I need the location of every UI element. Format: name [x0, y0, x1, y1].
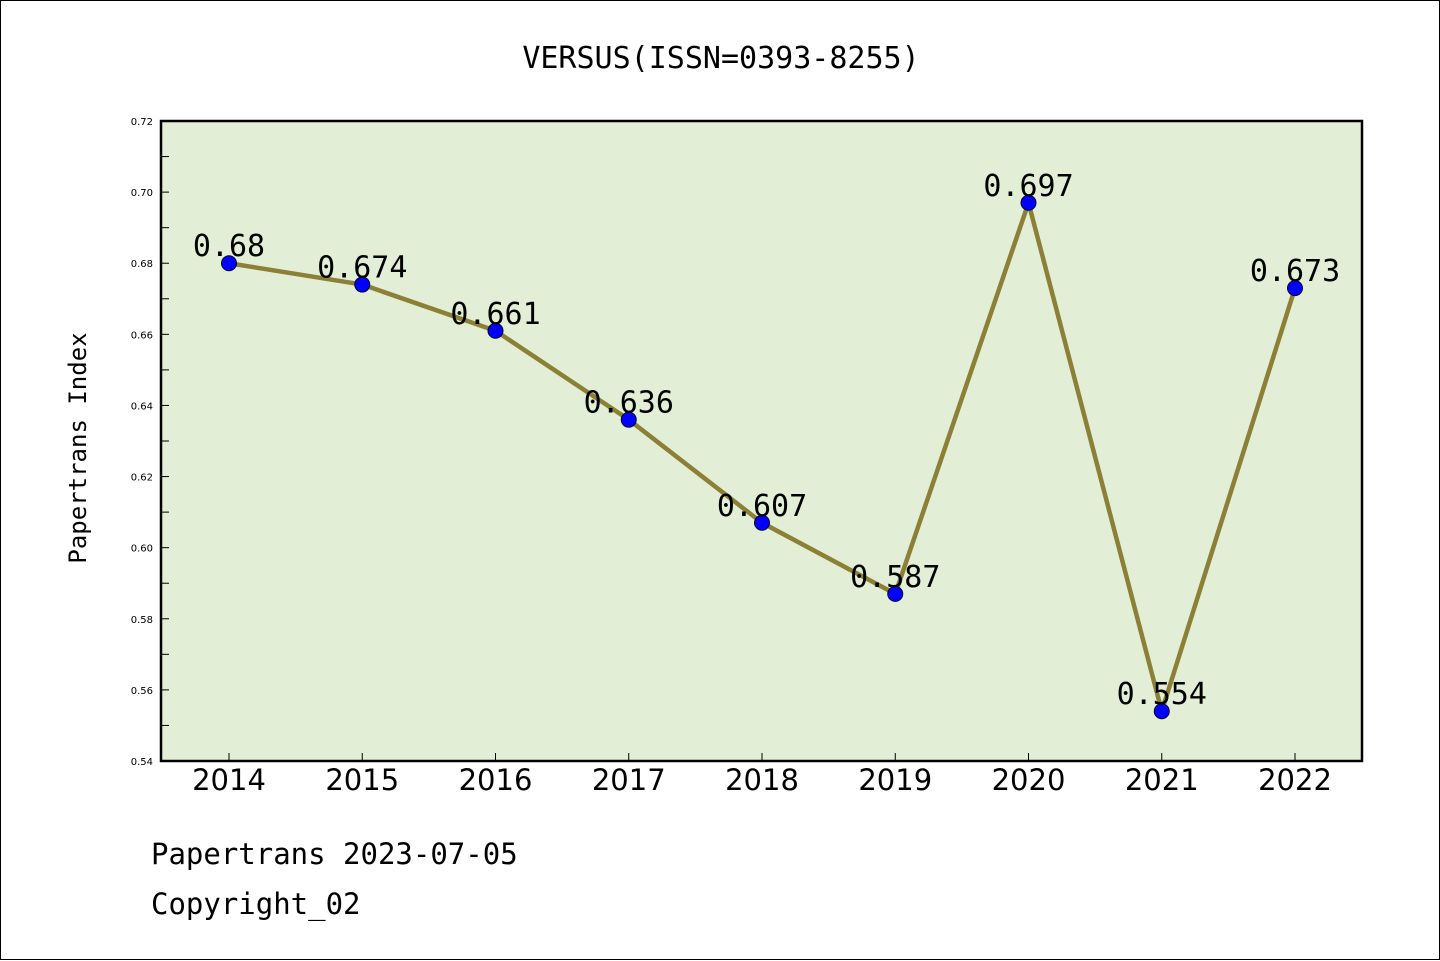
data-label: 0.587 — [850, 560, 940, 595]
x-tick-label: 2016 — [459, 763, 533, 797]
y-tick-label: 0.70 — [131, 188, 153, 199]
data-point — [887, 585, 904, 602]
y-tick-label: 0.66 — [131, 330, 153, 341]
y-tick-label: 0.54 — [131, 757, 153, 768]
plot-area — [159, 119, 1364, 763]
x-tick-label: 2018 — [725, 763, 799, 797]
data-points — [221, 194, 1303, 720]
data-label: 0.661 — [450, 297, 540, 332]
y-tick-label: 0.56 — [131, 686, 153, 697]
y-tick-label: 0.62 — [131, 473, 153, 484]
x-tick-label: 2022 — [1258, 763, 1332, 797]
y-tick-label: 0.60 — [131, 544, 153, 555]
data-point — [487, 322, 504, 339]
data-point — [620, 411, 637, 428]
data-label: 0.636 — [584, 386, 674, 421]
data-label: 0.554 — [1117, 677, 1207, 712]
data-point — [354, 276, 371, 293]
y-tick-label: 0.72 — [131, 117, 153, 128]
x-tick-label: 2021 — [1125, 763, 1199, 797]
data-point — [754, 514, 770, 531]
data-label: 0.607 — [717, 489, 807, 524]
x-tick-label: 2015 — [325, 763, 399, 797]
x-tick-label: 2020 — [992, 763, 1066, 797]
data-label: 0.68 — [193, 229, 265, 264]
data-label: 0.673 — [1250, 254, 1340, 289]
footer-date: Papertrans 2023-07-05 — [151, 837, 518, 871]
data-point — [1153, 703, 1170, 720]
x-axis-ticks: 2014 2015 2016 2017 2018 2019 2020 2021 2022 — [192, 753, 1332, 797]
y-tick-label: 0.58 — [131, 615, 153, 626]
data-labels: 0.68 0.674 0.661 0.636 0.607 0.587 0.697 0.554 0… — [193, 169, 1340, 712]
footer-copyright: Copyright_02 — [151, 887, 361, 921]
y-axis-ticks: 0.54 0.56 0.58 0.60 0.62 0.64 0.66 0.68 0.70 0.72 — [131, 117, 169, 768]
data-label: 0.674 — [317, 251, 407, 286]
chart-title: VERSUS(ISSN=0393-8255) — [522, 41, 919, 76]
data-label: 0.697 — [983, 169, 1073, 204]
y-tick-label: 0.68 — [131, 259, 153, 270]
x-tick-label: 2017 — [592, 763, 666, 797]
x-tick-label: 2019 — [858, 763, 932, 797]
x-tick-label: 2014 — [192, 763, 266, 797]
y-tick-label: 0.64 — [131, 401, 153, 412]
data-point — [1020, 194, 1037, 211]
data-point — [221, 255, 237, 272]
data-point — [1287, 280, 1303, 297]
y-axis-label: Papertrans Index — [64, 332, 92, 563]
